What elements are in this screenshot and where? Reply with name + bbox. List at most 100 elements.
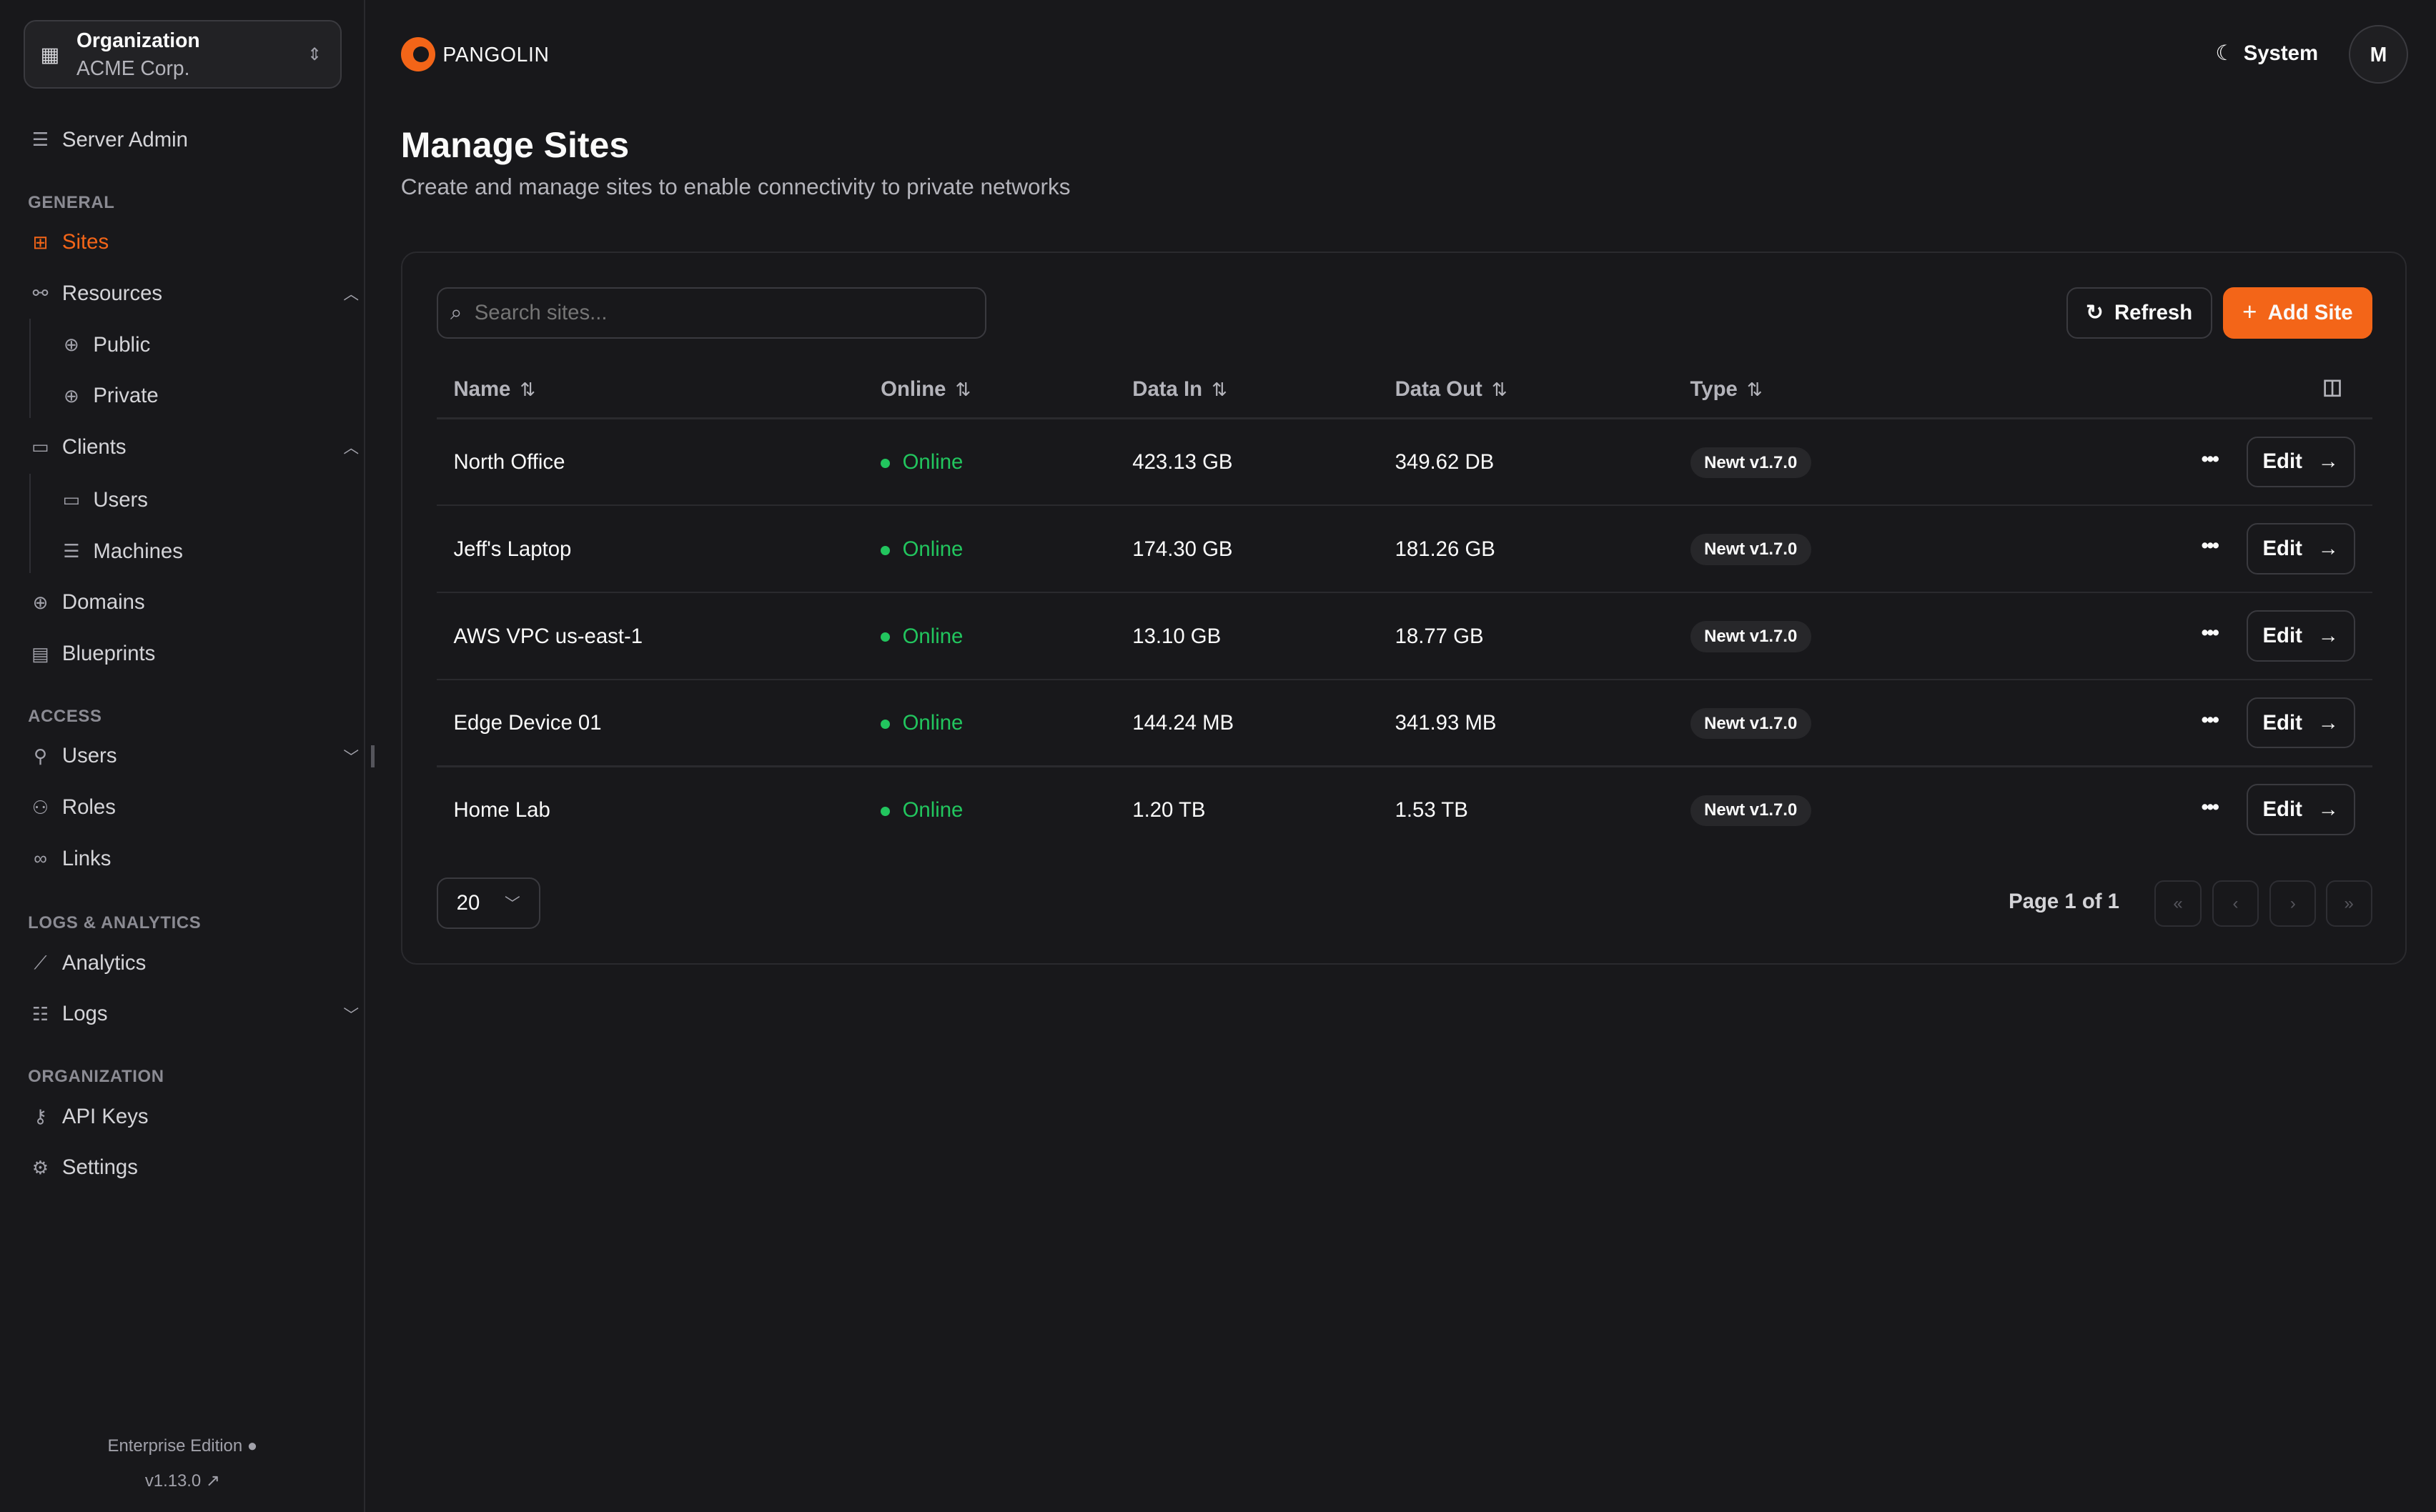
edit-button[interactable]: Edit → — [2246, 784, 2355, 836]
sidebar-item-links[interactable]: ∞ Links — [28, 842, 393, 876]
search-icon: ⌕ — [450, 300, 462, 324]
status-badge: Online — [881, 450, 964, 474]
label: Private — [93, 384, 159, 408]
sites-table-card: ⌕ ↻Refresh +Add Site Name⇅ Online⇅ Data … — [400, 252, 2407, 965]
first-page-button[interactable]: « — [2154, 880, 2202, 927]
section-general: GENERAL — [28, 192, 115, 212]
sidebar-item-analytics[interactable]: ⟋ Analytics — [28, 946, 393, 980]
user-icon: ⚲ — [33, 745, 48, 767]
column-header-name[interactable]: Name ⇅ — [453, 377, 536, 401]
site-name[interactable]: Edge Device 01 — [453, 711, 602, 735]
sidebar-item-roles[interactable]: ⚇ Roles — [28, 790, 393, 825]
sort-icon: ⇅ — [1746, 378, 1763, 400]
type-badge: Newt v1.7.0 — [1690, 447, 1811, 479]
more-actions-icon[interactable]: ••• — [2201, 707, 2219, 731]
data-in: 1.20 TB — [1132, 797, 1206, 822]
data-out: 349.62 DB — [1395, 450, 1495, 474]
refresh-icon: ↻ — [2086, 301, 2104, 325]
type-badge: Newt v1.7.0 — [1690, 795, 1811, 827]
site-name[interactable]: North Office — [453, 450, 565, 474]
column-header-data-out[interactable]: Data Out ⇅ — [1395, 377, 1507, 401]
org-name: ACME Corp. — [76, 56, 190, 80]
edit-button[interactable]: Edit → — [2246, 610, 2355, 662]
divider — [436, 765, 2372, 767]
section-logs: LOGS & ANALYTICS — [28, 913, 202, 932]
search-input[interactable] — [474, 300, 941, 325]
page-info: Page 1 of 1 — [2009, 890, 2119, 914]
sidebar-item-domains[interactable]: ⊕ Domains — [28, 585, 393, 620]
users-icon: ⚇ — [31, 796, 49, 818]
page-size-select[interactable]: 20 ﹀ — [436, 877, 541, 929]
refresh-button[interactable]: ↻ Refresh — [2066, 287, 2212, 339]
site-name[interactable]: Home Lab — [453, 797, 550, 822]
sidebar-item-api-keys[interactable]: ⚷ API Keys — [28, 1100, 393, 1134]
add-label: Add Site — [2267, 300, 2353, 324]
sidebar-item-server-admin[interactable]: ☰ Server Admin — [28, 123, 393, 157]
sidebar-item-machines[interactable]: ☰ Machines — [59, 534, 425, 569]
divider — [436, 591, 2372, 594]
label: Machines — [93, 539, 183, 563]
more-actions-icon[interactable]: ••• — [2201, 534, 2219, 557]
building-icon: ▦ — [40, 42, 60, 66]
more-actions-icon[interactable]: ••• — [2201, 447, 2219, 470]
sidebar-item-public[interactable]: ⊕ Public — [59, 328, 425, 362]
github-icon: ● — [247, 1436, 258, 1456]
sidebar-item-users[interactable]: ⚲ Users ﹀ — [28, 740, 393, 774]
label: Public — [93, 332, 151, 357]
sidebar-item-private[interactable]: ⊕ Private — [59, 379, 425, 413]
add-site-button[interactable]: + Add Site — [2223, 287, 2372, 339]
arrow-right-icon: → — [2317, 623, 2339, 647]
edit-label: Edit — [2262, 537, 2302, 561]
sidebar-item-sites[interactable]: ⊞ Sites — [28, 225, 393, 259]
version-link[interactable]: v1.13.0 ↗ — [0, 1471, 365, 1491]
sidebar-item-logs[interactable]: ☷ Logs ﹀ — [28, 997, 393, 1031]
edit-label: Edit — [2262, 449, 2302, 474]
theme-label: System — [2243, 41, 2319, 65]
data-in: 174.30 GB — [1132, 537, 1233, 561]
more-actions-icon[interactable]: ••• — [2201, 795, 2219, 818]
section-access: ACCESS — [28, 706, 102, 726]
edit-button[interactable]: Edit → — [2246, 697, 2355, 749]
sidebar-item-blueprints[interactable]: ▤ Blueprints — [28, 637, 393, 671]
edition-link[interactable]: Enterprise Edition ● — [0, 1436, 365, 1456]
label: Resources — [61, 281, 163, 305]
column-header-type[interactable]: Type ⇅ — [1690, 377, 1763, 401]
chevrons-up-down-icon: ⇕ — [307, 44, 322, 64]
edit-button[interactable]: Edit → — [2246, 436, 2355, 488]
site-name[interactable]: AWS VPC us-east-1 — [453, 624, 643, 648]
sidebar-item-settings[interactable]: ⚙ Settings — [28, 1151, 393, 1185]
external-link-icon: ↗ — [205, 1471, 220, 1491]
divider — [436, 417, 2372, 419]
more-actions-icon[interactable]: ••• — [2201, 621, 2219, 645]
pangolin-logo-icon — [400, 37, 435, 71]
last-page-button[interactable]: » — [2325, 880, 2372, 927]
data-out: 341.93 MB — [1395, 711, 1497, 735]
avatar[interactable]: M — [2349, 24, 2408, 84]
type-badge: Newt v1.7.0 — [1690, 621, 1811, 652]
theme-toggle[interactable]: ☾ System — [2215, 41, 2318, 66]
sidebar-item-client-users[interactable]: ▭ Users — [59, 483, 425, 517]
edit-label: Edit — [2262, 623, 2302, 647]
prev-page-button[interactable]: ‹ — [2212, 880, 2259, 927]
column-header-data-in[interactable]: Data In ⇅ — [1132, 377, 1227, 401]
arrow-right-icon: → — [2317, 449, 2339, 474]
site-name[interactable]: Jeff's Laptop — [453, 537, 572, 561]
sites-icon: ⊞ — [32, 231, 49, 253]
search-box[interactable]: ⌕ — [436, 287, 986, 339]
chevron-down-icon: ﹀ — [343, 1005, 360, 1024]
sidebar-resize-handle[interactable] — [371, 745, 375, 767]
org-switcher[interactable]: ▦ Organization ACME Corp. ⇕ — [23, 20, 342, 89]
sidebar-item-resources[interactable]: ⚯ Resources ︿ — [28, 277, 393, 311]
refresh-label: Refresh — [2114, 300, 2193, 324]
column-header-online[interactable]: Online ⇅ — [881, 377, 971, 401]
columns-toggle-icon[interactable]: ◫ — [2322, 374, 2342, 399]
globe-icon: ⊕ — [64, 334, 79, 355]
edit-button[interactable]: Edit → — [2246, 523, 2355, 575]
next-page-button[interactable]: › — [2269, 880, 2317, 927]
chevron-down-icon: ﹀ — [343, 747, 360, 766]
label: Sites — [61, 230, 109, 254]
sidebar-item-clients[interactable]: ▭ Clients ︿ — [28, 430, 393, 464]
sort-icon: ⇅ — [1212, 378, 1227, 400]
monitor-icon: ▭ — [31, 436, 49, 458]
org-label: Organization — [76, 28, 200, 51]
